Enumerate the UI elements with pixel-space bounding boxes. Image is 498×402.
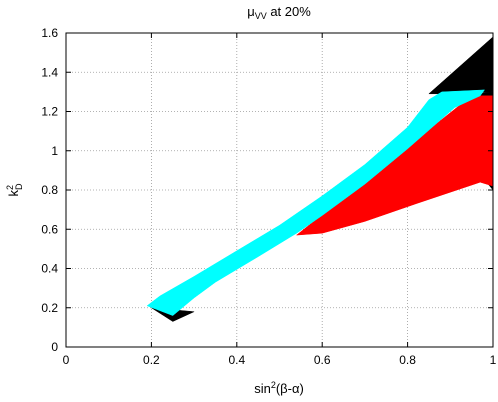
series-region xyxy=(146,89,486,316)
y-tick-label: 0.4 xyxy=(41,262,58,276)
series-region xyxy=(295,95,494,236)
series-region-group xyxy=(146,89,486,316)
y-tick-label: 0.8 xyxy=(41,183,58,197)
x-tick-label: 0.8 xyxy=(399,353,416,367)
series-region-group xyxy=(295,95,494,236)
y-tick-label: 0.2 xyxy=(41,301,58,315)
x-tick-label: 0.2 xyxy=(143,353,160,367)
x-tick-label: 0.6 xyxy=(314,353,331,367)
y-tick-label: 0.6 xyxy=(41,222,58,236)
x-axis-label: sin2(β-α) xyxy=(254,380,304,396)
x-tick-label: 0 xyxy=(63,353,70,367)
series-region xyxy=(428,36,494,95)
axis-ticks: 0 0.2 0.4 0.6 0.8 1 0 0.2 0.4 0.6 0.8 1 1.2 1.4 1.6 xyxy=(41,26,496,367)
y-tick-label: 1.6 xyxy=(41,26,58,40)
y-tick-label: 1 xyxy=(51,144,58,158)
y-axis-label: k2D xyxy=(5,183,24,197)
plot-area xyxy=(146,36,494,322)
x-tick-label: 1 xyxy=(490,353,497,367)
y-tick-label: 1.4 xyxy=(41,65,58,79)
x-tick-label: 0.4 xyxy=(228,353,245,367)
y-tick-label: 0 xyxy=(51,340,58,354)
chart-title: μVV at 20% xyxy=(247,4,311,21)
y-tick-label: 1.2 xyxy=(41,105,58,119)
